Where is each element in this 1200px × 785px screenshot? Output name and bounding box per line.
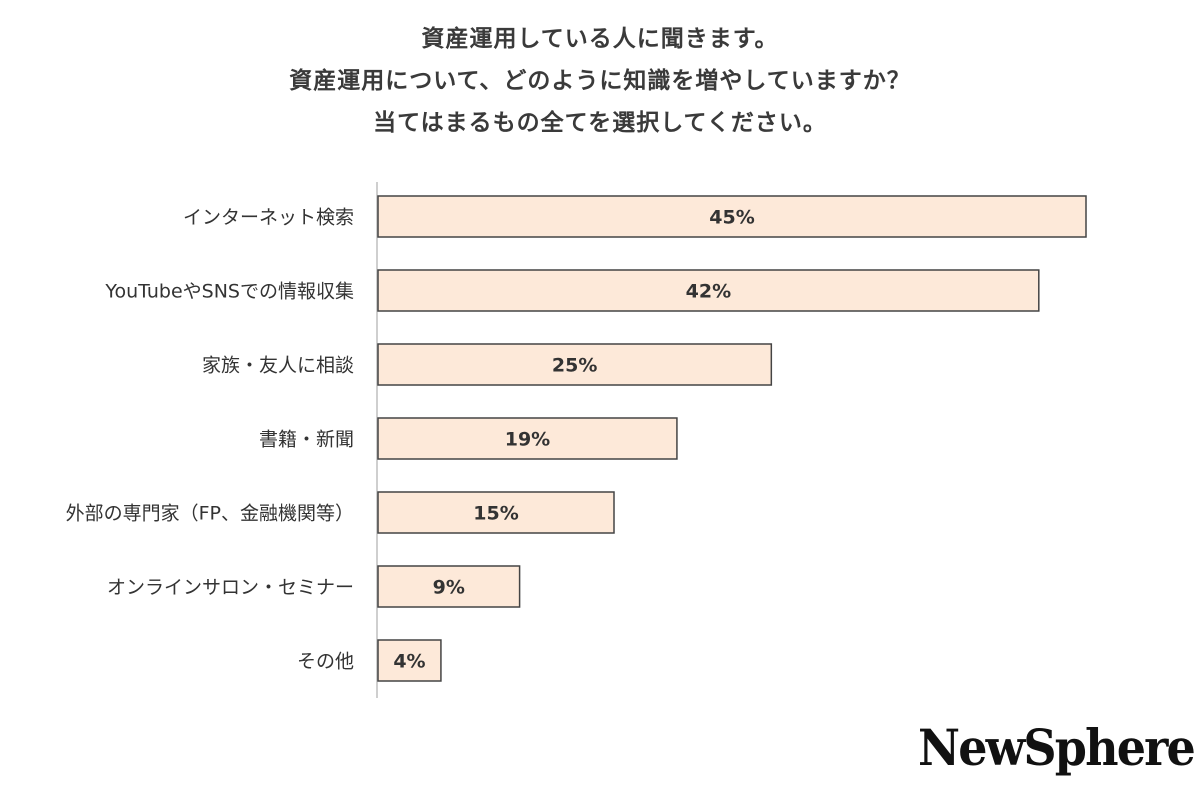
bar-value-label-3: 19% bbox=[505, 429, 550, 451]
category-label-3: 書籍・新聞 bbox=[259, 429, 354, 451]
bar-1 bbox=[377, 269, 1040, 312]
bar-value-label-0: 45% bbox=[709, 207, 754, 229]
title-line-2: 資産運用について、どのように知識を増やしていますか？ bbox=[289, 68, 911, 94]
category-label-5: オンラインサロン・セミナー bbox=[107, 577, 354, 599]
bar-2 bbox=[377, 343, 773, 386]
title-line-1: 資産運用している人に聞きます。 bbox=[421, 26, 779, 52]
category-label-2: 家族・友人に相談 bbox=[202, 355, 354, 377]
newsphere-logo: NewSphere bbox=[918, 718, 1196, 777]
chart-title: 資産運用している人に聞きます。 資産運用について、どのように知識を増やしています… bbox=[0, 18, 1200, 144]
category-label-4: 外部の専門家（FP、金融機関等） bbox=[66, 503, 354, 525]
title-line-3: 当てはまるもの全てを選択してください。 bbox=[373, 110, 827, 136]
bar-value-label-6: 4% bbox=[393, 651, 425, 673]
category-label-1: YouTubeやSNSでの情報収集 bbox=[104, 281, 354, 303]
bar-value-label-5: 9% bbox=[433, 577, 465, 599]
bar-3 bbox=[377, 417, 678, 460]
bar-0 bbox=[377, 195, 1087, 238]
category-label-6: その他 bbox=[297, 651, 354, 673]
bar-6 bbox=[377, 639, 442, 682]
bar-5 bbox=[377, 565, 521, 608]
bar-4 bbox=[377, 491, 615, 534]
category-label-0: インターネット検索 bbox=[183, 207, 354, 229]
bar-value-label-2: 25% bbox=[552, 355, 597, 377]
bar-value-label-1: 42% bbox=[686, 281, 731, 303]
bar-value-label-4: 15% bbox=[473, 503, 518, 525]
